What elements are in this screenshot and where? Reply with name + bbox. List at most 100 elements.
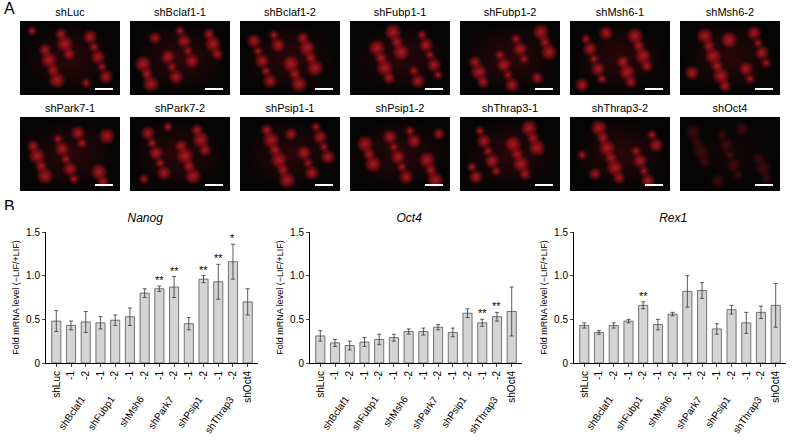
svg-text:-2: -2: [227, 371, 238, 380]
svg-text:shPsip1: shPsip1: [175, 394, 205, 430]
svg-text:-2: -2: [755, 371, 766, 380]
svg-text:-1: -1: [682, 371, 693, 380]
svg-text:shOct4: shOct4: [770, 371, 781, 403]
html-text:shBclaf1-1: shBclaf1-1: [154, 6, 206, 18]
svg-text:*: *: [230, 232, 235, 244]
html-text:shThrap3-2: shThrap3-2: [591, 102, 649, 114]
svg-text:-1: -1: [711, 371, 722, 380]
html-text:shPsip1-2: shPsip1-2: [375, 102, 425, 114]
svg-text:shPark7: shPark7: [146, 394, 176, 431]
svg-text:Fold mRNA level (−LIF/+LIF): Fold mRNA level (−LIF/+LIF): [275, 240, 285, 355]
svg-text:shLuc: shLuc: [315, 371, 326, 398]
svg-text:-1: -1: [95, 371, 106, 380]
html-text:shMsh6-1: shMsh6-1: [595, 6, 645, 18]
svg-text:-1: -1: [477, 371, 488, 380]
svg-text:shThrap3: shThrap3: [467, 394, 500, 435]
html-text:shPark7-1: shPark7-1: [44, 102, 96, 114]
svg-text:shMsh6: shMsh6: [645, 393, 674, 428]
svg-text:shOct4: shOct4: [242, 371, 253, 403]
svg-text:-2: -2: [667, 371, 678, 380]
svg-text:-2: -2: [373, 371, 384, 380]
svg-text:1.0: 1.0: [26, 270, 40, 281]
svg-text:-2: -2: [726, 371, 737, 380]
svg-text:0: 0: [298, 358, 304, 369]
svg-text:shLuc: shLuc: [51, 371, 62, 398]
svg-text:shMsh6: shMsh6: [117, 393, 146, 428]
svg-text:shPark7: shPark7: [410, 394, 440, 431]
svg-text:-2: -2: [432, 371, 443, 380]
svg-text:-1: -1: [388, 371, 399, 380]
svg-text:1.5: 1.5: [26, 227, 40, 238]
svg-text:**: **: [492, 300, 501, 312]
svg-text:-1: -1: [65, 371, 76, 380]
svg-text:-2: -2: [637, 371, 648, 380]
svg-text:**: **: [199, 264, 208, 276]
html-text:shFubp1-2: shFubp1-2: [483, 6, 537, 18]
svg-text:1.5: 1.5: [554, 227, 568, 238]
svg-text:-2: -2: [608, 371, 619, 380]
svg-text:Fold mRNA level (−LIF/+LIF): Fold mRNA level (−LIF/+LIF): [539, 240, 549, 355]
svg-text:0.5: 0.5: [26, 314, 40, 325]
svg-text:1.0: 1.0: [290, 270, 304, 281]
svg-text:-2: -2: [491, 371, 502, 380]
html-text:shOct4: shOct4: [712, 102, 748, 114]
svg-text:-2: -2: [139, 371, 150, 380]
svg-text:**: **: [478, 307, 487, 319]
svg-text:-2: -2: [403, 371, 414, 380]
svg-text:0.5: 0.5: [290, 314, 304, 325]
svg-text:shThrap3: shThrap3: [203, 394, 236, 435]
svg-text:-1: -1: [418, 371, 429, 380]
svg-text:shLuc: shLuc: [579, 371, 590, 398]
svg-text:-1: -1: [593, 371, 604, 380]
svg-text:shBclaf1: shBclaf1: [56, 394, 87, 432]
svg-text:-1: -1: [124, 371, 135, 380]
svg-text:-2: -2: [198, 371, 209, 380]
svg-text:shOct4: shOct4: [506, 371, 517, 403]
html-text:shBclaf1-2: shBclaf1-2: [264, 6, 316, 18]
svg-text:-1: -1: [623, 371, 634, 380]
html-text:shThrap3-1: shThrap3-1: [481, 102, 539, 114]
html-text:shPark7-2: shPark7-2: [154, 102, 206, 114]
svg-text:-1: -1: [652, 371, 663, 380]
svg-text:0.5: 0.5: [554, 314, 568, 325]
svg-text:**: **: [170, 265, 179, 277]
svg-text:Fold mRNA level (−LIF/+LIF): Fold mRNA level (−LIF/+LIF): [11, 240, 21, 355]
svg-text:-1: -1: [447, 371, 458, 380]
svg-text:1.5: 1.5: [290, 227, 304, 238]
svg-text:0: 0: [34, 358, 40, 369]
svg-text:shFubp1: shFubp1: [614, 394, 646, 433]
svg-text:-2: -2: [696, 371, 707, 380]
svg-text:-2: -2: [462, 371, 473, 380]
html-text:shFubp1-1: shFubp1-1: [373, 6, 427, 18]
svg-text:shPsip1: shPsip1: [439, 394, 469, 430]
svg-text:1.0: 1.0: [554, 270, 568, 281]
svg-text:shFubp1: shFubp1: [350, 394, 382, 433]
svg-text:shBclaf1: shBclaf1: [320, 394, 351, 432]
svg-text:shFubp1: shFubp1: [86, 394, 118, 433]
svg-text:shPsip1: shPsip1: [703, 394, 733, 430]
svg-text:-2: -2: [344, 371, 355, 380]
svg-text:Rex1: Rex1: [659, 211, 687, 225]
svg-text:-2: -2: [109, 371, 120, 380]
svg-text:shThrap3: shThrap3: [731, 394, 764, 435]
svg-text:0: 0: [562, 358, 568, 369]
svg-text:-1: -1: [359, 371, 370, 380]
svg-text:-1: -1: [154, 371, 165, 380]
svg-text:**: **: [214, 252, 223, 264]
svg-text:Oct4: Oct4: [397, 211, 423, 225]
html-text:shPsip1-1: shPsip1-1: [265, 102, 315, 114]
svg-text:shPark7: shPark7: [674, 394, 704, 431]
svg-text:-1: -1: [329, 371, 340, 380]
svg-text:-1: -1: [213, 371, 224, 380]
svg-text:-1: -1: [183, 371, 194, 380]
svg-text:shBclaf1: shBclaf1: [584, 394, 615, 432]
svg-text:Nanog: Nanog: [128, 211, 164, 225]
svg-text:-2: -2: [168, 371, 179, 380]
svg-text:**: **: [639, 290, 648, 302]
html-text:shLuc: shLuc: [55, 6, 85, 18]
html-text:shMsh6-2: shMsh6-2: [705, 6, 755, 18]
svg-text:shMsh6: shMsh6: [381, 393, 410, 428]
svg-text:-2: -2: [80, 371, 91, 380]
svg-text:**: **: [155, 274, 164, 286]
svg-text:-1: -1: [741, 371, 752, 380]
